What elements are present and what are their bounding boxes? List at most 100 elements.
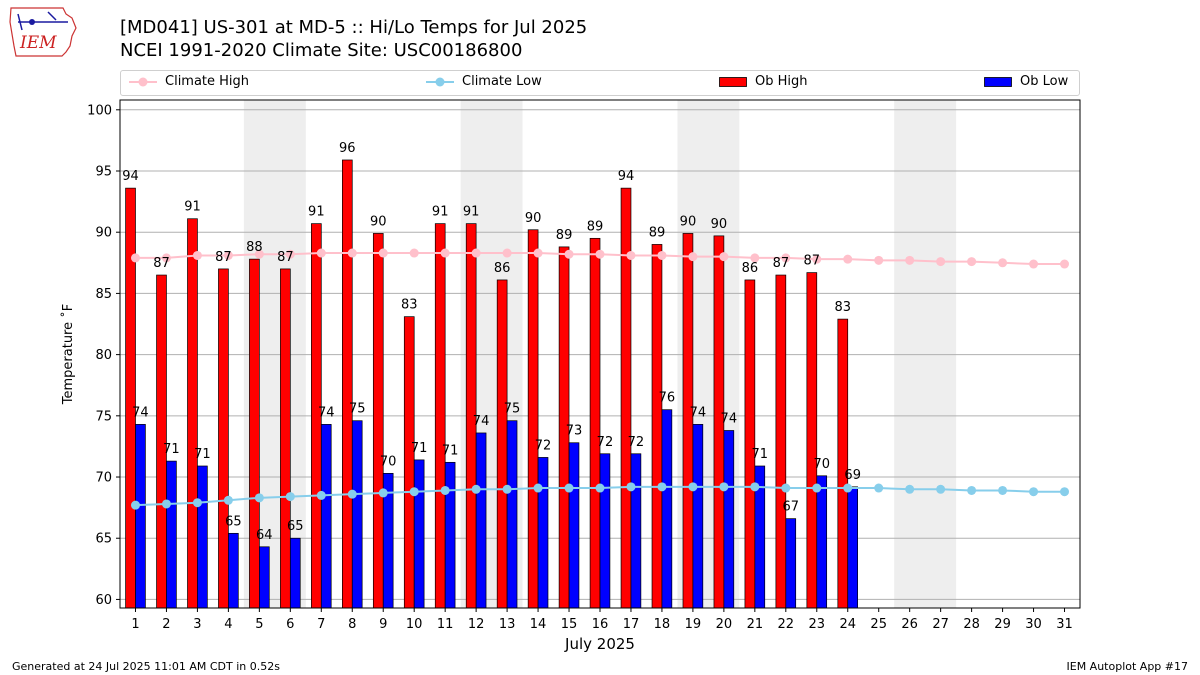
point-climate-low-day-4 (223, 495, 233, 505)
point-climate-low-day-21 (750, 482, 760, 492)
point-climate-high-day-4 (223, 250, 233, 260)
y-tick-label-60: 60 (95, 593, 112, 608)
x-tick-label-4: 4 (224, 617, 232, 632)
point-climate-low-day-1 (130, 500, 140, 510)
point-climate-low-day-3 (192, 498, 202, 508)
data-label-ob-low-day-16: 72 (597, 435, 614, 450)
weekend-shade-0 (243, 100, 306, 608)
bar-ob-high-day-6 (280, 268, 291, 609)
data-label-ob-high-day-8: 96 (339, 141, 356, 156)
point-climate-high-day-10 (409, 248, 419, 258)
point-climate-low-day-11 (440, 485, 450, 495)
data-label-ob-high-day-6: 87 (277, 250, 294, 265)
bar-ob-high-day-24 (837, 318, 849, 609)
point-climate-low-day-16 (595, 483, 605, 493)
weekend-shade-3 (894, 100, 957, 608)
data-label-ob-high-day-10: 83 (401, 298, 418, 313)
point-climate-high-day-11 (440, 248, 450, 258)
iem-logo: IEM (9, 7, 77, 57)
bar-ob-low-day-2 (166, 460, 177, 609)
data-label-ob-low-day-20: 74 (721, 412, 738, 427)
legend-swatch-ob-low (984, 76, 1012, 87)
bar-ob-high-day-11 (434, 223, 446, 609)
data-label-ob-high-day-20: 90 (711, 217, 728, 232)
data-label-ob-low-day-8: 75 (349, 402, 366, 417)
point-climate-high-day-3 (192, 250, 202, 260)
point-climate-high-day-9 (378, 248, 388, 258)
point-climate-high-day-29 (998, 258, 1008, 268)
legend-swatch-ob-high (719, 76, 747, 87)
x-tick-label-9: 9 (379, 617, 387, 632)
point-climate-high-day-17 (626, 250, 636, 260)
bar-ob-low-day-23 (816, 475, 828, 609)
y-axis-label: Temperature ˚F (60, 304, 76, 405)
bar-ob-low-day-3 (197, 465, 208, 609)
legend-item-climate-low: Climate Low (426, 74, 542, 89)
data-label-ob-low-day-1: 74 (132, 405, 149, 420)
data-label-ob-high-day-2: 87 (153, 256, 170, 271)
data-label-ob-high-day-17: 94 (618, 169, 635, 184)
x-tick-label-29: 29 (994, 617, 1011, 632)
data-label-ob-low-day-17: 72 (628, 435, 645, 450)
bar-ob-high-day-3 (187, 218, 198, 609)
point-climate-low-day-25 (874, 483, 884, 493)
point-climate-low-day-31 (1060, 487, 1070, 497)
data-label-ob-high-day-7: 91 (308, 205, 325, 220)
y-tick-label-80: 80 (95, 348, 112, 363)
point-climate-low-day-12 (471, 484, 481, 494)
point-climate-low-day-24 (843, 483, 853, 493)
point-climate-high-day-30 (1029, 259, 1039, 269)
data-label-ob-low-day-11: 71 (442, 443, 459, 458)
legend-label-ob-high: Ob High (755, 74, 808, 89)
bar-ob-low-day-1 (135, 424, 146, 609)
point-climate-high-day-6 (285, 249, 295, 259)
bar-ob-low-day-15 (568, 442, 580, 609)
x-axis-label: July 2025 (564, 635, 635, 653)
point-climate-low-day-27 (936, 484, 946, 494)
line-climate-low (135, 485, 1065, 507)
data-label-ob-high-day-15: 89 (556, 228, 573, 243)
bar-ob-low-day-21 (754, 465, 766, 609)
bar-ob-high-day-16 (589, 237, 601, 609)
bar-ob-low-day-11 (444, 461, 456, 609)
bar-ob-high-day-17 (620, 187, 632, 609)
data-label-ob-low-day-22: 67 (782, 500, 799, 515)
bar-ob-high-day-5 (249, 258, 260, 609)
point-climate-low-day-19 (688, 482, 698, 492)
point-climate-high-day-23 (812, 254, 822, 264)
data-label-ob-low-day-9: 70 (380, 454, 397, 469)
point-climate-low-day-2 (161, 499, 171, 509)
bar-ob-low-day-7 (320, 424, 332, 609)
chart-legend: Climate High Climate Low Ob High Ob Low (120, 70, 1080, 96)
data-label-ob-low-day-6: 65 (287, 519, 304, 534)
point-climate-high-day-25 (874, 255, 884, 265)
data-label-ob-high-day-21: 86 (742, 261, 759, 276)
bar-ob-low-day-9 (382, 472, 394, 609)
point-climate-high-day-21 (750, 253, 760, 263)
point-climate-high-day-18 (657, 250, 667, 260)
y-tick-label-65: 65 (95, 532, 112, 547)
x-tick-label-17: 17 (623, 617, 640, 632)
y-tick-label-70: 70 (95, 471, 112, 486)
bar-ob-low-day-22 (785, 518, 797, 609)
x-tick-label-11: 11 (437, 617, 454, 632)
y-tick-label-95: 95 (95, 164, 112, 179)
x-tick-label-25: 25 (870, 617, 887, 632)
x-tick-label-3: 3 (193, 617, 201, 632)
data-label-ob-low-day-5: 64 (256, 528, 273, 543)
point-climate-low-day-22 (781, 483, 791, 493)
data-label-ob-high-day-22: 87 (773, 256, 790, 271)
legend-label-climate-low: Climate Low (462, 74, 542, 89)
x-tick-label-14: 14 (530, 617, 547, 632)
bar-ob-low-day-17 (630, 453, 642, 609)
x-tick-label-24: 24 (839, 617, 856, 632)
data-label-ob-high-day-12: 91 (463, 205, 480, 220)
bar-ob-low-day-14 (537, 457, 549, 609)
data-label-ob-high-day-23: 87 (804, 254, 821, 269)
bar-ob-low-day-13 (506, 420, 518, 609)
point-climate-high-day-26 (905, 255, 915, 265)
point-climate-low-day-10 (409, 487, 419, 497)
legend-item-climate-high: Climate High (129, 74, 249, 89)
x-tick-label-8: 8 (348, 617, 356, 632)
point-climate-high-day-31 (1060, 259, 1070, 269)
